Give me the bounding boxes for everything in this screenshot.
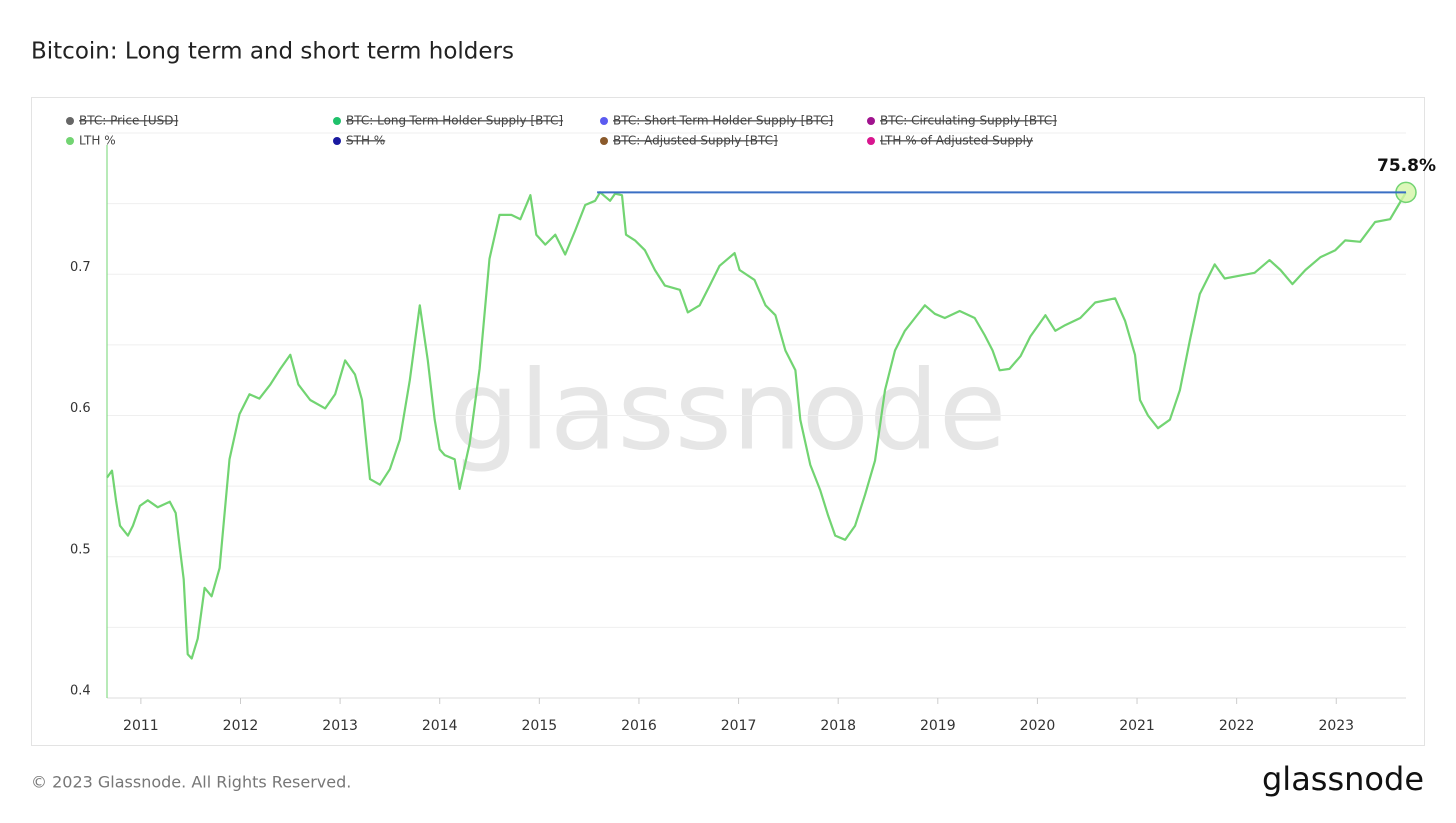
x-tick-label: 2023 (1318, 718, 1354, 734)
legend-label: STH % (346, 134, 385, 148)
x-tick-label: 2022 (1219, 718, 1255, 734)
y-tick-label: 0.5 (70, 542, 91, 557)
x-tick-label: 2018 (820, 718, 856, 734)
annotation-label: 75.8% (1377, 156, 1436, 176)
legend-swatch (600, 117, 608, 125)
legend-label: BTC: Adjusted Supply [BTC] (613, 134, 778, 148)
legend-label: BTC: Circulating Supply [BTC] (880, 114, 1057, 128)
legend-swatch (600, 137, 608, 145)
y-tick-label: 0.4 (70, 684, 91, 699)
x-tick-label: 2017 (721, 718, 757, 734)
legend-swatch (333, 117, 341, 125)
chart-title: Bitcoin: Long term and short term holder… (31, 39, 514, 65)
legend-label: BTC: Short-Term Holder Supply [BTC] (613, 114, 833, 128)
legend-swatch (867, 117, 875, 125)
legend-swatch (66, 117, 74, 125)
logo: glassnode (1262, 760, 1424, 798)
x-tick-label: 2013 (322, 718, 358, 734)
x-tick-label: 2011 (123, 718, 159, 734)
legend-swatch (66, 137, 74, 145)
y-tick-label: 0.7 (70, 260, 91, 275)
x-tick-label: 2019 (920, 718, 956, 734)
footer: © 2023 Glassnode. All Rights Reserved. (31, 773, 351, 792)
legend-label: BTC: Price [USD] (79, 114, 178, 128)
x-tick-label: 2014 (422, 718, 458, 734)
legend-label: LTH % of Adjusted Supply (880, 134, 1033, 148)
legend-swatch (333, 137, 341, 145)
x-tick-label: 2021 (1119, 718, 1155, 734)
legend-label: LTH % (79, 134, 116, 148)
x-tick-label: 2016 (621, 718, 657, 734)
series-line (106, 191, 1407, 660)
x-tick-label: 2015 (522, 718, 558, 734)
x-tick-label: 2020 (1020, 718, 1056, 734)
legend-label: BTC: Long-Term Holder Supply [BTC] (346, 114, 563, 128)
chart-frame (31, 97, 1425, 746)
x-tick-label: 2012 (223, 718, 259, 734)
watermark: glassnode (450, 346, 1007, 474)
legend-swatch (867, 137, 875, 145)
y-tick-label: 0.6 (70, 401, 91, 416)
